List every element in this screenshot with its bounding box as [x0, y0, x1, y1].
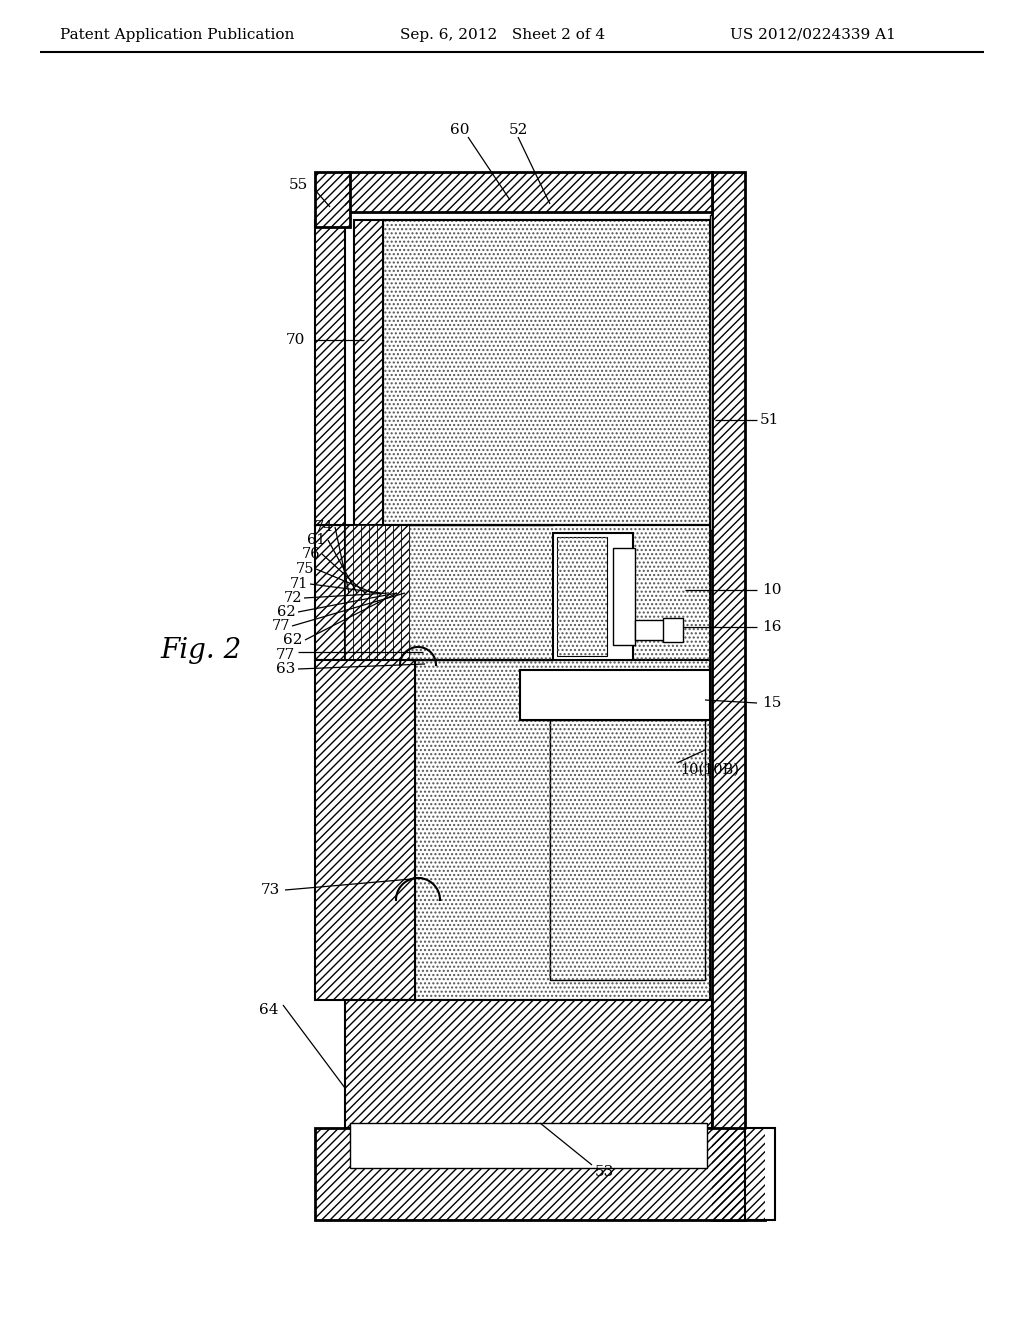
Text: 52: 52: [508, 123, 527, 137]
Bar: [557, 537, 607, 656]
Bar: [353, 525, 361, 660]
Bar: [315, 660, 415, 1001]
Bar: [345, 525, 353, 660]
Bar: [520, 671, 710, 719]
Bar: [393, 525, 401, 660]
Text: 60: 60: [451, 123, 470, 137]
Text: 10(10B): 10(10B): [680, 763, 739, 777]
Bar: [369, 525, 377, 660]
Bar: [550, 719, 705, 979]
Text: Fig. 2: Fig. 2: [160, 636, 242, 664]
Bar: [557, 537, 607, 656]
Text: Patent Application Publication: Patent Application Publication: [60, 28, 294, 42]
Bar: [712, 172, 745, 1220]
Text: 16: 16: [762, 620, 781, 634]
Bar: [315, 660, 415, 1001]
Bar: [377, 525, 385, 660]
Bar: [393, 525, 401, 660]
Bar: [345, 172, 712, 213]
Bar: [613, 548, 635, 645]
Bar: [553, 533, 633, 660]
Bar: [315, 172, 350, 227]
Bar: [383, 220, 710, 525]
Text: 71: 71: [290, 577, 308, 591]
Bar: [401, 525, 409, 660]
Text: 72: 72: [284, 591, 302, 605]
Bar: [361, 525, 369, 660]
Bar: [635, 620, 665, 640]
Text: Sep. 6, 2012   Sheet 2 of 4: Sep. 6, 2012 Sheet 2 of 4: [400, 28, 605, 42]
Bar: [361, 525, 369, 660]
Bar: [377, 525, 385, 660]
Text: 53: 53: [595, 1166, 614, 1179]
Bar: [383, 220, 710, 525]
Text: 62: 62: [278, 605, 296, 619]
Bar: [315, 220, 345, 525]
Text: 74: 74: [314, 520, 333, 535]
Bar: [354, 220, 383, 525]
Bar: [712, 172, 745, 1220]
Bar: [315, 1129, 765, 1220]
Bar: [315, 525, 345, 660]
Text: US 2012/0224339 A1: US 2012/0224339 A1: [730, 28, 896, 42]
Bar: [415, 660, 710, 1001]
Text: 76: 76: [301, 546, 319, 561]
Bar: [345, 525, 353, 660]
Bar: [354, 220, 383, 525]
Text: 75: 75: [296, 562, 314, 576]
Bar: [315, 172, 350, 227]
Bar: [315, 525, 345, 660]
Text: 73: 73: [261, 883, 280, 898]
Text: 10: 10: [762, 583, 781, 597]
Text: 77: 77: [275, 648, 295, 663]
Bar: [315, 220, 345, 525]
Text: 77: 77: [271, 619, 290, 634]
Bar: [353, 525, 361, 660]
Text: 70: 70: [286, 333, 305, 347]
Text: 15: 15: [762, 696, 781, 710]
Bar: [315, 1129, 765, 1220]
Bar: [745, 1129, 775, 1220]
Bar: [369, 525, 377, 660]
Text: 55: 55: [289, 178, 308, 191]
Bar: [409, 525, 710, 660]
Bar: [345, 1001, 712, 1129]
Text: 61: 61: [307, 533, 326, 546]
Bar: [415, 660, 710, 1001]
Bar: [385, 525, 393, 660]
Bar: [663, 618, 683, 642]
Bar: [385, 525, 393, 660]
Text: 64: 64: [258, 1003, 278, 1016]
Text: 63: 63: [275, 663, 295, 676]
Bar: [550, 719, 705, 979]
Bar: [345, 1001, 712, 1129]
Bar: [409, 525, 710, 660]
Bar: [345, 172, 712, 213]
Text: 62: 62: [283, 634, 302, 647]
Bar: [710, 215, 712, 531]
Bar: [401, 525, 409, 660]
Bar: [350, 1123, 707, 1168]
Text: 51: 51: [760, 413, 779, 426]
